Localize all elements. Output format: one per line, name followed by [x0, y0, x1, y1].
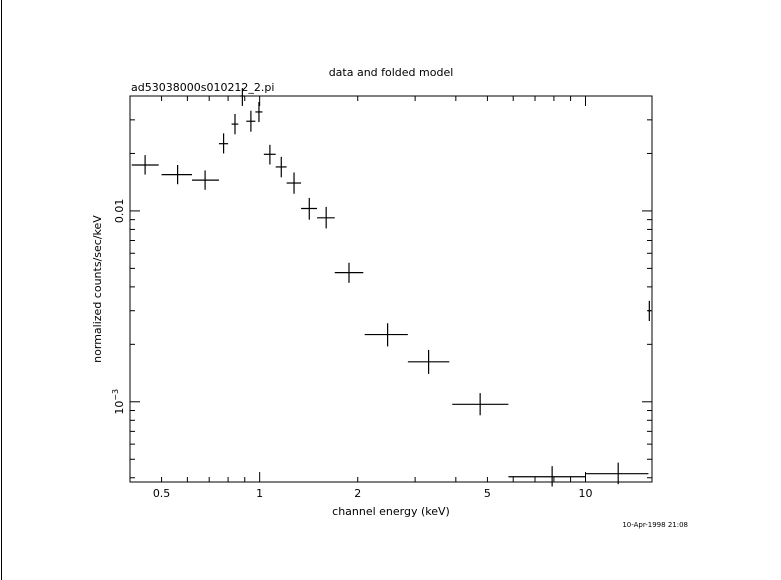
data-point — [263, 144, 276, 165]
x-tick-label: 1 — [256, 487, 263, 500]
data-point — [255, 102, 263, 123]
timestamp: 10-Apr-1998 21:08 — [622, 521, 688, 529]
data-point — [585, 462, 649, 485]
data-point — [218, 133, 229, 154]
data-point — [407, 349, 450, 374]
x-axis-label: channel energy (keV) — [332, 505, 450, 518]
data-point — [364, 323, 408, 347]
x-tick-label: 5 — [484, 487, 491, 500]
data-point — [301, 197, 318, 220]
data-point — [452, 393, 509, 416]
x-tick-label: 2 — [354, 487, 361, 500]
data-point — [334, 262, 364, 283]
tick-labels: 0.5 1 2 5 10 0.01 10−3 — [111, 199, 592, 500]
chart-title: data and folded model — [329, 66, 454, 79]
data-point — [317, 206, 335, 229]
data-point — [161, 165, 193, 185]
data-points — [131, 88, 651, 487]
data-point — [647, 300, 651, 322]
data-point — [275, 156, 287, 178]
y-tick-label: 10−3 — [111, 389, 126, 415]
x-tick-label: 10 — [578, 487, 592, 500]
data-point — [131, 155, 159, 175]
axis-ticks — [129, 95, 652, 482]
x-tick-label: 0.5 — [153, 487, 171, 500]
data-point — [231, 113, 239, 135]
y-axis-label: normalized counts/sec/keV — [91, 215, 104, 363]
data-point — [239, 88, 245, 106]
y-tick-label: 0.01 — [113, 199, 126, 224]
chart-subtitle: ad53038000s010212_2.pi — [131, 81, 274, 94]
data-point — [192, 170, 219, 190]
data-point — [286, 172, 302, 194]
data-point — [508, 466, 586, 487]
data-point — [246, 110, 256, 132]
plot-frame — [129, 95, 653, 483]
